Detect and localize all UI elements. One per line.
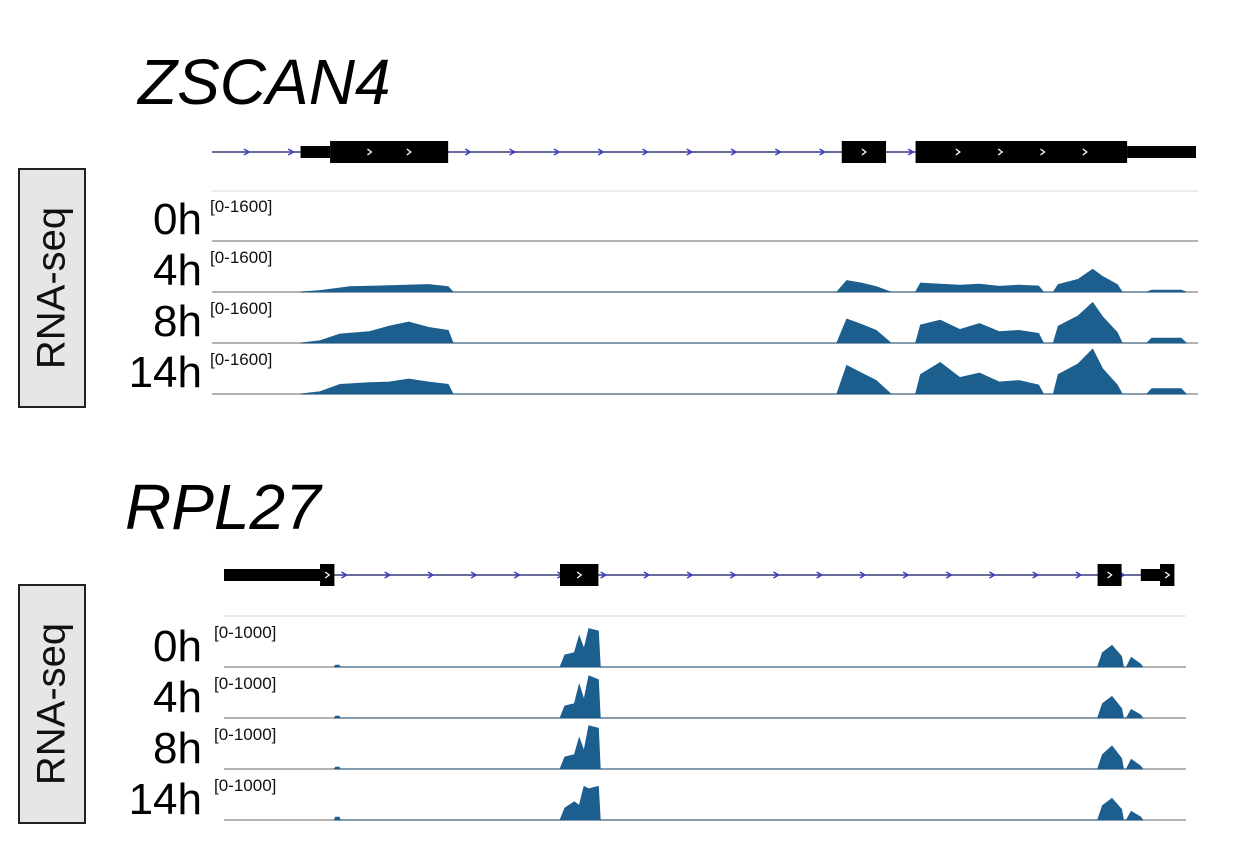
exon-block (320, 564, 335, 586)
utr-block (1127, 146, 1196, 158)
strand-arrow-icon (989, 571, 996, 579)
strand-arrow-icon (945, 571, 953, 579)
strand-arrow-icon (1107, 571, 1113, 579)
coverage-area-4h (333, 675, 1144, 719)
gene-title-rpl27: RPL27 (125, 471, 321, 543)
range-label: [0-1000] (214, 674, 277, 693)
range-label: [0-1600] (210, 350, 273, 369)
strand-arrow-icon (686, 571, 694, 579)
exon-block (560, 564, 599, 586)
utr-block (224, 569, 320, 581)
exon-block (1160, 564, 1175, 586)
strand-arrow-icon (324, 571, 331, 579)
strand-arrow-icon (902, 571, 910, 579)
strand-arrow-icon (576, 571, 583, 579)
range-label: [0-1000] (214, 725, 277, 744)
strand-arrow-icon (955, 148, 961, 156)
strand-arrow-icon (406, 148, 412, 156)
strand-arrow-icon (513, 571, 521, 579)
strand-arrow-icon (384, 571, 392, 579)
strand-arrow-icon (470, 571, 478, 579)
timepoint-label: 14h (128, 348, 202, 397)
strand-arrow-icon (553, 148, 561, 156)
rna-seq-label-box: RNA-seq (18, 584, 86, 824)
timepoint-label: 8h (153, 297, 202, 346)
strand-arrow-icon (243, 148, 251, 156)
timepoint-label: 4h (153, 673, 202, 722)
strand-arrow-icon (819, 148, 827, 156)
rna-seq-label-box: RNA-seq (18, 168, 86, 408)
strand-arrow-icon (642, 148, 649, 156)
exon-block (1097, 564, 1122, 586)
strand-arrow-icon (859, 571, 867, 579)
coverage-area-14h (300, 348, 1188, 395)
strand-arrow-icon (1164, 571, 1171, 579)
strand-arrow-icon (597, 148, 605, 156)
strand-arrow-icon (729, 571, 737, 579)
range-label: [0-1000] (214, 623, 277, 642)
range-label: [0-1600] (210, 299, 273, 318)
gene-title-zscan4: ZSCAN4 (138, 46, 391, 118)
exon-block (330, 141, 449, 163)
range-label: [0-1600] (210, 248, 273, 267)
coverage-area-4h (300, 268, 1187, 293)
strand-arrow-icon (341, 571, 348, 579)
strand-arrow-icon (643, 571, 651, 579)
strand-arrow-icon (464, 148, 472, 156)
strand-arrow-icon (367, 148, 373, 156)
strand-arrow-icon (773, 571, 780, 579)
strand-arrow-icon (1032, 571, 1040, 579)
strand-arrow-icon (600, 571, 608, 579)
strand-arrow-icon (287, 148, 295, 156)
timepoint-label: 0h (153, 622, 202, 671)
timepoint-label: 0h (153, 195, 202, 244)
strand-arrow-icon (509, 148, 517, 156)
strand-arrow-icon (730, 148, 738, 156)
timepoint-label: 14h (128, 775, 202, 824)
coverage-area-0h (333, 628, 1144, 668)
strand-arrow-icon (686, 148, 694, 156)
exon-block (915, 141, 1128, 163)
timepoint-label: 8h (153, 724, 202, 773)
timepoint-label: 4h (153, 246, 202, 295)
strand-arrow-icon (861, 148, 867, 156)
range-label: [0-1600] (210, 197, 273, 216)
strand-arrow-icon (816, 571, 824, 579)
strand-arrow-icon (774, 148, 782, 156)
strand-arrow-icon (1040, 148, 1046, 156)
utr-block (1140, 569, 1160, 581)
strand-arrow-icon (427, 571, 435, 579)
strand-arrow-icon (1075, 571, 1083, 579)
coverage-area-14h (333, 785, 1144, 821)
exon-block (841, 141, 887, 163)
zscan4-panel: ZSCAN4 RNA-seq 0h 4h 8h 14h [0-1600] [0-… (18, 46, 391, 408)
strand-arrow-icon (907, 148, 915, 156)
coverage-area-8h (300, 301, 1188, 344)
utr-block (300, 146, 331, 158)
strand-arrow-icon (1082, 148, 1088, 156)
range-label: [0-1000] (214, 776, 277, 795)
coverage-area-8h (333, 725, 1144, 770)
strand-arrow-icon (997, 148, 1004, 156)
